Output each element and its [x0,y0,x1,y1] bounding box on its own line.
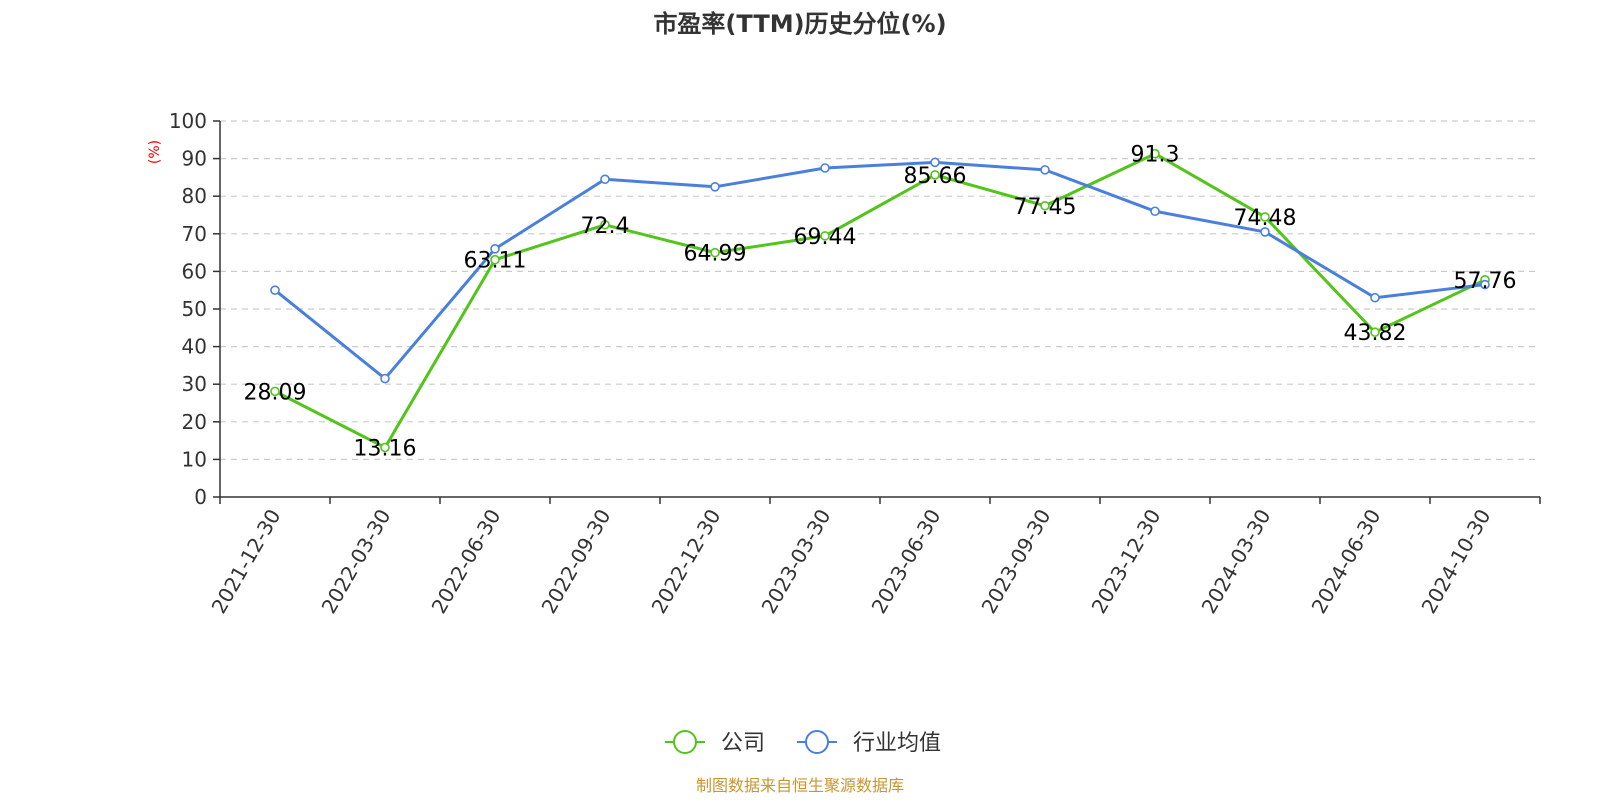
x-tick-label: 2023-06-30 [866,505,945,618]
data-point-company [820,231,830,241]
data-label: 43.82 [1344,321,1407,346]
data-point-company [1150,148,1160,159]
data-point-company [380,442,390,453]
legend-marker-industry-average [805,730,829,754]
axes: 0 10 20 30 40 50 60 70 80 90 100 2021-12-30 2022-03-… [169,109,1541,618]
y-tick-label: 30 [182,372,207,396]
data-point-industry-average [930,157,940,168]
y-tick-label: 80 [182,184,207,208]
x-tick-label: 2022-03-30 [316,505,395,618]
data-point-industry-average [820,163,830,173]
legend-marker-company [673,730,697,754]
x-tick-label: 2023-09-30 [976,505,1055,618]
data-label: 13.16 [354,437,417,462]
data-point-company [1260,212,1270,222]
y-tick-label: 70 [182,222,207,246]
data-point-industry-average [1040,165,1050,175]
x-tick-label: 2022-06-30 [426,505,505,618]
x-tick-label: 2023-12-30 [1086,505,1165,618]
legend: 公司 行业均值 [665,730,941,756]
source-note: 制图数据来自恒生聚源数据库 [696,776,904,795]
data-point-company [1040,200,1050,211]
y-tick-label: 100 [169,109,207,133]
y-tick-label: 60 [182,259,207,283]
data-label: 74.48 [1234,206,1297,231]
x-tick-label: 2022-12-30 [646,505,725,618]
x-tick-label: 2024-10-30 [1416,505,1495,618]
x-tick-label: 2024-06-30 [1306,505,1385,618]
data-point-company [930,170,940,180]
data-point-company [490,254,500,265]
data-label: 63.11 [464,249,527,274]
x-tick-label: 2022-09-30 [536,505,615,618]
chart-title: 市盈率(TTM)历史分位(%) [653,10,946,38]
x-tick-label: 2021-12-30 [206,505,285,618]
y-tick-label: 50 [182,297,207,321]
y-tick-label: 0 [194,485,207,509]
data-point-industry-average [710,182,720,192]
data-point-industry-average [1480,279,1490,290]
data-point-company [710,247,720,258]
grid-lines [220,120,1540,460]
y-tick-label: 20 [182,410,207,434]
data-point-industry-average [1260,227,1270,237]
y-tick-label: 40 [182,335,207,359]
x-tick-label: 2023-03-30 [756,505,835,618]
series-lines [270,148,1490,453]
data-point-industry-average [600,174,610,185]
series-line-industry-average [274,160,1486,381]
data-label: 77.45 [1014,195,1077,220]
data-labels: 28.09 13.16 63.11 72.4 64.99 69.44 85.66 77.45 9… [244,143,1517,462]
data-label: 91.3 [1131,143,1180,168]
data-point-industry-average [490,244,500,254]
data-point-industry-average [270,285,280,296]
x-tick-label: 2024-03-30 [1196,505,1275,618]
data-point-industry-average [1370,292,1380,303]
data-label: 85.66 [904,164,967,189]
data-point-industry-average [380,373,390,384]
legend-label-company: 公司 [721,731,765,756]
data-label: 64.99 [684,242,747,267]
y-axis-label: (%) [147,140,163,164]
data-label: 69.44 [794,225,857,250]
data-point-industry-average [1150,206,1160,217]
y-tick-label: 90 [182,147,207,171]
data-label: 72.4 [581,214,630,239]
data-point-company [1370,327,1380,338]
y-tick-label: 10 [182,447,207,471]
data-point-company [600,219,610,230]
data-label: 57.76 [1454,269,1517,294]
data-label: 28.09 [244,380,307,405]
data-point-company [270,386,280,397]
series-line-company [274,152,1486,450]
legend-label-industry-average: 行业均值 [853,731,941,756]
